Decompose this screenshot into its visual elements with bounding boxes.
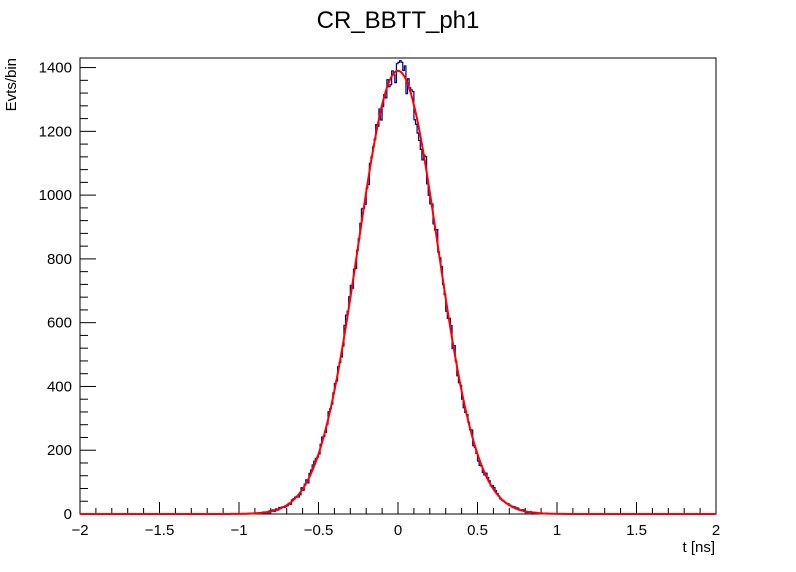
x-tick-label: −0.5 — [304, 522, 334, 539]
y-tick-label: 600 — [47, 315, 72, 332]
chart-title: CR_BBTT_ph1 — [317, 7, 480, 34]
x-axis: −2 −1.5 −1 −0.5 0 0.5 1 1.5 2 — [71, 502, 720, 539]
y-tick-label: 1000 — [39, 187, 72, 204]
fit-curve-series — [80, 69, 716, 515]
x-axis-label: t [ns] — [682, 539, 715, 556]
x-tick-label: 2 — [712, 522, 720, 539]
plot-frame — [79, 57, 717, 515]
y-tick-label: 0 — [64, 506, 72, 523]
x-tick-label: −1 — [230, 522, 247, 539]
histogram-series — [80, 60, 716, 515]
y-axis: 0 200 400 600 800 1000 1200 1400 — [39, 60, 96, 523]
y-axis-label: Evts/bin — [3, 58, 20, 111]
y-tick-label: 200 — [47, 442, 72, 459]
x-tick-label: 1 — [553, 522, 561, 539]
x-tick-label: −1.5 — [145, 522, 175, 539]
y-tick-label: 1400 — [39, 60, 72, 77]
y-tick-label: 800 — [47, 251, 72, 268]
x-tick-label: 0.5 — [467, 522, 488, 539]
y-tick-label: 400 — [47, 378, 72, 395]
x-tick-label: −2 — [71, 522, 88, 539]
x-tick-label: 0 — [394, 522, 402, 539]
x-tick-label: 1.5 — [626, 522, 647, 539]
y-tick-label: 1200 — [39, 123, 72, 140]
